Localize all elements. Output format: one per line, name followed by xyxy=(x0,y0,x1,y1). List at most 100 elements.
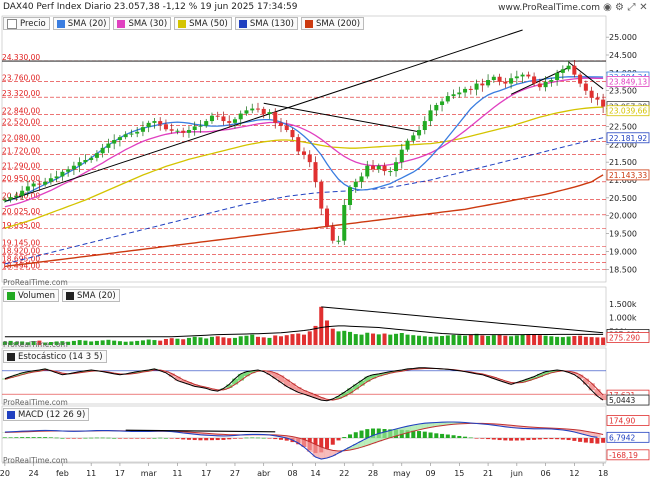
legend-volume-sma[interactable]: SMA (20) xyxy=(62,289,120,302)
macd-histogram-bar xyxy=(526,438,531,441)
stochastic-fill xyxy=(283,379,290,387)
legend-sma50[interactable]: SMA (50) xyxy=(174,17,232,30)
volume-bar xyxy=(290,334,295,345)
legend-stochastic[interactable]: Estocástico (14 3 5) xyxy=(3,350,107,363)
macd-histogram-bar xyxy=(244,437,249,439)
macd-fill xyxy=(565,429,572,431)
candle-body xyxy=(227,121,232,123)
candle-body xyxy=(158,121,163,125)
camera-icon[interactable]: ◉ xyxy=(603,2,612,13)
candle-body xyxy=(152,121,157,123)
stochastic-fill xyxy=(191,384,198,387)
candle-body xyxy=(578,74,583,84)
gear-icon[interactable]: ⚙ xyxy=(615,2,624,13)
stochastic-fill xyxy=(358,380,365,386)
macd-right-label-0: 174,90 xyxy=(606,415,650,426)
close-icon[interactable]: ✕ xyxy=(639,2,648,13)
macd-histogram-bar xyxy=(14,437,19,438)
candle-body xyxy=(169,129,174,131)
candle-body xyxy=(186,130,191,133)
candle-body xyxy=(60,171,65,177)
macd-histogram-bar xyxy=(589,438,594,444)
candle-body xyxy=(463,88,468,93)
volume-bar xyxy=(278,336,284,345)
volume-bar xyxy=(537,335,542,345)
volume-bar xyxy=(572,336,577,345)
stochastic-fill xyxy=(209,388,216,391)
macd-legend: MACD (12 26 9) xyxy=(3,408,90,421)
stochastic-fill xyxy=(600,395,607,401)
legend-price[interactable]: Precio xyxy=(3,17,50,30)
volume-bar xyxy=(146,339,151,345)
candle-body xyxy=(54,176,59,179)
price-right-label-1: 23.849,13 xyxy=(606,76,650,87)
volume-tick-label: 1.000k xyxy=(609,314,637,323)
volume-bar xyxy=(94,340,99,345)
macd-histogram-bar xyxy=(353,432,358,438)
x-tick-label: may xyxy=(393,469,411,478)
legend-sma30[interactable]: SMA (30) xyxy=(113,17,172,30)
volume-trendline xyxy=(321,306,604,334)
candle-body xyxy=(411,135,416,141)
reference-level-label: 22.840,00 xyxy=(2,106,40,115)
candle-body xyxy=(221,116,226,122)
candle-body xyxy=(198,125,203,127)
candle-body xyxy=(595,97,600,100)
macd-histogram-bar xyxy=(83,437,88,439)
volume-bar xyxy=(555,336,560,345)
legend-sma130[interactable]: SMA (130) xyxy=(234,17,298,30)
candle-body xyxy=(589,90,594,98)
macd-fill xyxy=(220,434,227,436)
legend-volume[interactable]: Volumen xyxy=(3,289,60,302)
price-right-label-4-box xyxy=(606,132,650,144)
volume-bar xyxy=(336,331,341,345)
macd-histogram-bar xyxy=(238,438,243,439)
volume-bar xyxy=(503,335,508,345)
stochastic-fill xyxy=(582,378,590,385)
volume-bar xyxy=(595,337,600,345)
volume-bar xyxy=(117,341,122,345)
volume-bar xyxy=(307,331,312,345)
stochastic-fill xyxy=(36,370,43,372)
macd-fill xyxy=(186,432,193,434)
watermark-volume: ProRealTime.com xyxy=(3,340,68,349)
macd-histogram-bar xyxy=(491,438,496,440)
macd-histogram-bar xyxy=(112,438,117,439)
stochastic-fill xyxy=(329,398,336,401)
legend-sma200[interactable]: SMA (200) xyxy=(300,17,365,30)
macd-histogram-bar xyxy=(25,437,30,438)
macd-histogram-bar xyxy=(549,438,554,440)
candle-body xyxy=(100,147,105,154)
candle-body xyxy=(514,76,519,79)
stochastic-fill xyxy=(243,371,250,377)
stochastic-fill xyxy=(232,378,239,385)
candle-body xyxy=(520,74,525,77)
volume-bar xyxy=(60,341,65,345)
volume-bar xyxy=(83,340,88,345)
volume-bar xyxy=(543,335,548,345)
macd-histogram-bar xyxy=(71,438,76,439)
macd-histogram-bar xyxy=(204,438,209,441)
volume-bar xyxy=(359,334,364,345)
macd-fill xyxy=(582,431,590,435)
macd-histogram-bar xyxy=(543,438,548,440)
price-right-label-5: 21.143,33 xyxy=(606,169,650,181)
macd-histogram-bar xyxy=(560,438,565,440)
volume-bar xyxy=(497,334,502,345)
volume-bar xyxy=(43,342,48,345)
macd-fill xyxy=(358,441,365,448)
expand-icon[interactable]: ⤢ xyxy=(627,2,636,13)
macd-histogram-bar xyxy=(583,438,588,443)
legend-sma20[interactable]: SMA (20) xyxy=(52,17,111,30)
stochastic-fill xyxy=(324,399,331,401)
volume-bar xyxy=(514,335,519,345)
macd-fill xyxy=(513,425,521,428)
macd-fill xyxy=(577,430,584,434)
macd-right-label-2: -168,19 xyxy=(606,449,650,461)
candle-body xyxy=(365,165,370,177)
volume-bar xyxy=(140,340,145,345)
legend-macd[interactable]: MACD (12 26 9) xyxy=(3,408,90,421)
volume-bar xyxy=(209,336,214,345)
volume-bar xyxy=(319,306,324,345)
price-right-label-4-text: 22.181,92 xyxy=(609,134,647,143)
